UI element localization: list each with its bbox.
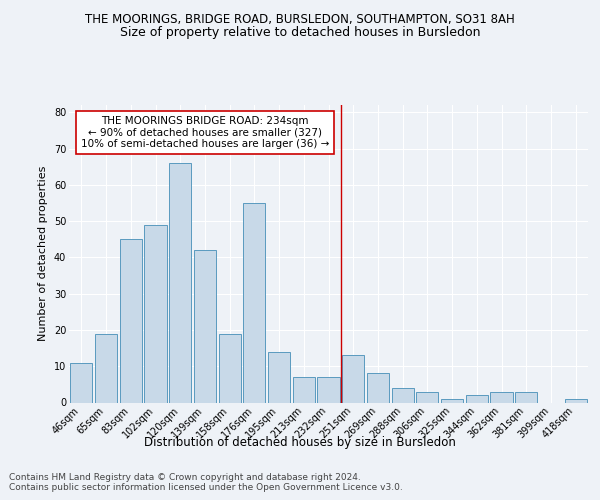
Text: THE MOORINGS, BRIDGE ROAD, BURSLEDON, SOUTHAMPTON, SO31 8AH: THE MOORINGS, BRIDGE ROAD, BURSLEDON, SO… — [85, 12, 515, 26]
Bar — [565, 399, 587, 402]
Y-axis label: Number of detached properties: Number of detached properties — [38, 166, 48, 342]
Bar — [293, 377, 315, 402]
Bar — [268, 352, 290, 403]
Bar — [317, 377, 340, 402]
Bar — [169, 163, 191, 402]
Bar — [490, 392, 512, 402]
Bar — [218, 334, 241, 402]
Text: Distribution of detached houses by size in Bursledon: Distribution of detached houses by size … — [144, 436, 456, 449]
Bar — [119, 239, 142, 402]
Text: Contains HM Land Registry data © Crown copyright and database right 2024.
Contai: Contains HM Land Registry data © Crown c… — [9, 472, 403, 492]
Bar — [441, 399, 463, 402]
Bar — [466, 395, 488, 402]
Text: THE MOORINGS BRIDGE ROAD: 234sqm
← 90% of detached houses are smaller (327)
10% : THE MOORINGS BRIDGE ROAD: 234sqm ← 90% o… — [81, 116, 329, 149]
Bar — [194, 250, 216, 402]
Bar — [416, 392, 439, 402]
Bar — [243, 203, 265, 402]
Text: Size of property relative to detached houses in Bursledon: Size of property relative to detached ho… — [120, 26, 480, 39]
Bar — [70, 362, 92, 403]
Bar — [95, 334, 117, 402]
Bar — [515, 392, 538, 402]
Bar — [392, 388, 414, 402]
Bar — [342, 356, 364, 403]
Bar — [145, 224, 167, 402]
Bar — [367, 374, 389, 402]
